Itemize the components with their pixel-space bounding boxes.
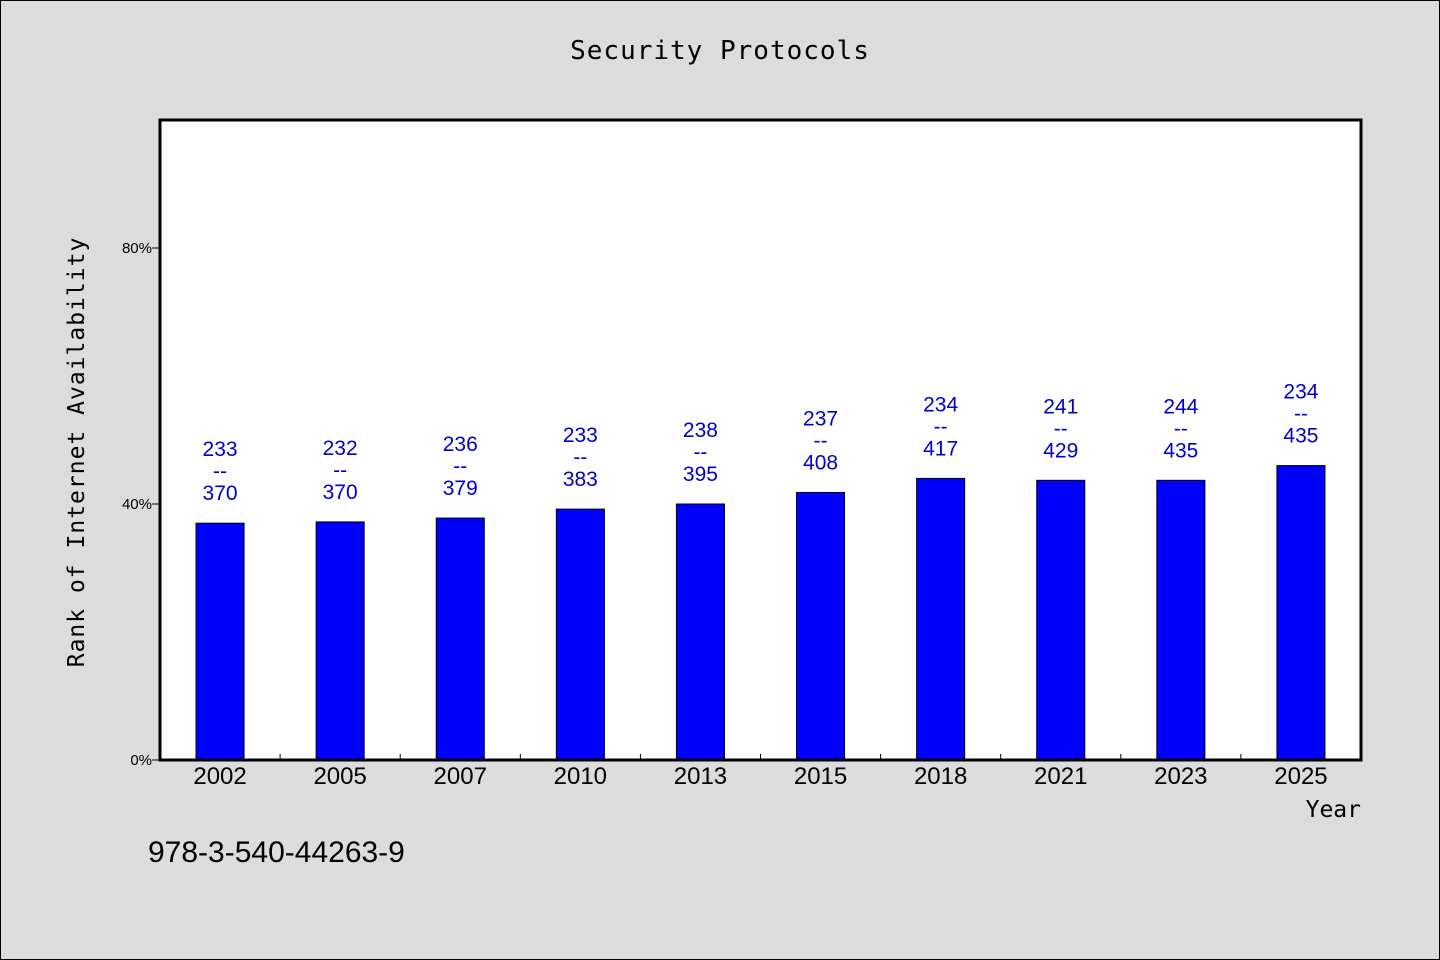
x-axis-label: Year — [1306, 797, 1361, 823]
data-label-bottom: 429 — [1043, 439, 1078, 462]
x-tick-label: 2015 — [794, 763, 847, 790]
x-tick-label: 2018 — [914, 763, 967, 790]
y-tick-label: 0% — [130, 752, 152, 769]
data-label-top: 241 — [1043, 395, 1078, 418]
x-tick-label: 2013 — [674, 763, 727, 790]
data-label-bottom: 417 — [923, 437, 958, 460]
x-tick-label: 2023 — [1154, 763, 1207, 790]
footer-code: 978-3-540-44263-9 — [148, 836, 405, 869]
data-label-top: 233 — [563, 424, 598, 447]
x-tick-label: 2010 — [554, 763, 607, 790]
data-label-top: 237 — [803, 407, 838, 430]
data-label-top: 232 — [323, 437, 358, 460]
data-label-separator: -- — [573, 446, 587, 469]
data-label-separator: -- — [814, 429, 828, 452]
x-tick-label: 2025 — [1274, 763, 1327, 790]
data-label-separator: -- — [693, 441, 707, 464]
data-label-top: 236 — [443, 433, 478, 456]
data-label-separator: -- — [1054, 417, 1068, 440]
data-label-separator: -- — [333, 459, 347, 482]
bar — [1036, 479, 1086, 761]
x-tick-label: 2007 — [434, 763, 487, 790]
bar — [195, 522, 245, 761]
data-label-bottom: 370 — [323, 481, 358, 504]
bar — [796, 491, 846, 761]
data-label-bottom: 395 — [683, 463, 718, 486]
plot-border — [158, 118, 1363, 762]
data-label-separator: -- — [453, 455, 467, 478]
data-label-top: 244 — [1163, 395, 1198, 418]
x-tick-label: 2005 — [313, 763, 366, 790]
data-label-separator: -- — [934, 415, 948, 438]
y-axis-label: Rank of Internet Availability — [64, 237, 90, 668]
data-label-top: 234 — [923, 393, 958, 416]
x-tick-label: 2021 — [1034, 763, 1087, 790]
chart-title: Security Protocols — [570, 36, 870, 66]
bar — [315, 521, 365, 761]
data-label-bottom: 435 — [1283, 425, 1318, 448]
bar — [555, 508, 605, 761]
data-label-top: 238 — [683, 419, 718, 442]
data-label-bottom: 383 — [563, 468, 598, 491]
data-label-bottom: 408 — [803, 451, 838, 474]
data-label-separator: -- — [1294, 403, 1308, 426]
x-tick-label: 2002 — [193, 763, 246, 790]
bar — [916, 477, 966, 761]
y-tick-label: 80% — [122, 240, 152, 257]
data-label-separator: -- — [213, 460, 227, 483]
data-label-separator: -- — [1174, 417, 1188, 440]
bar — [435, 517, 485, 761]
data-label-bottom: 435 — [1163, 439, 1198, 462]
data-label-bottom: 379 — [443, 477, 478, 500]
bar — [1156, 479, 1206, 761]
data-label-bottom: 370 — [203, 482, 238, 505]
data-label-top: 234 — [1283, 381, 1318, 404]
bar — [675, 503, 725, 761]
y-tick-label: 40% — [122, 496, 152, 513]
data-label-top: 233 — [203, 438, 238, 461]
bar — [1276, 465, 1326, 761]
